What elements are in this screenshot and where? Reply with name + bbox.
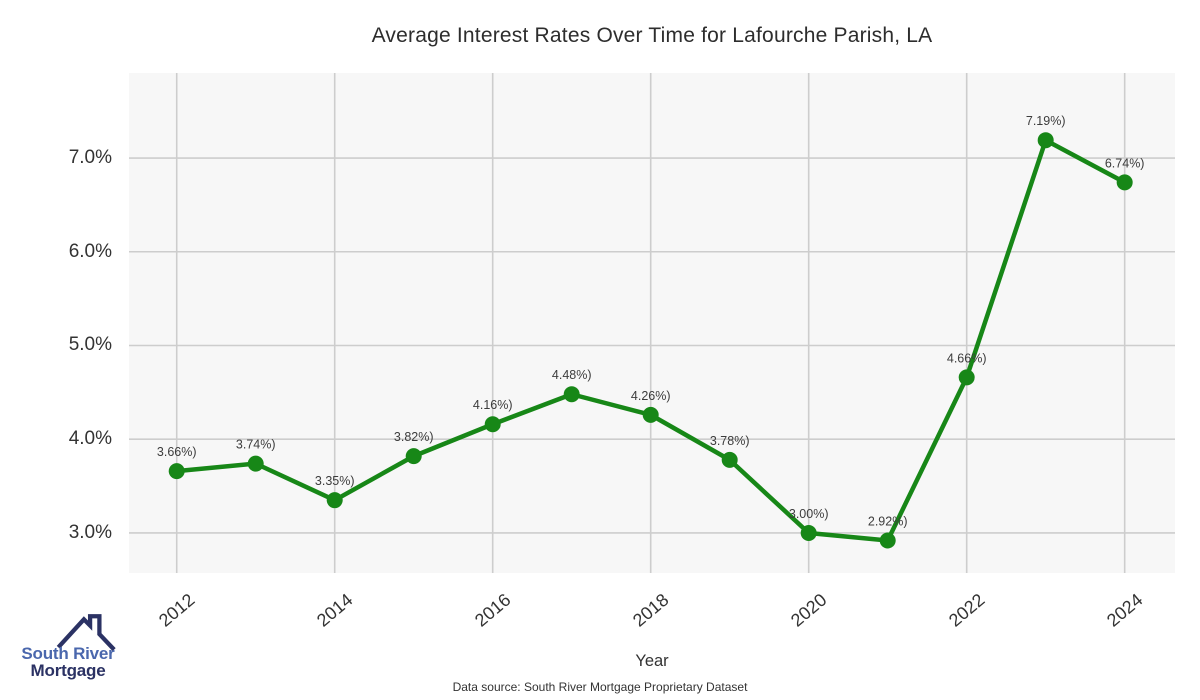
data-source-note: Data source: South River Mortgage Propri… xyxy=(452,680,748,694)
line-chart-canvas: 3.66%) 3.74%) 3.35%) 3.82%) 4.16%) 4.48%) 4.26… xyxy=(129,73,1175,573)
data-point xyxy=(1116,174,1133,191)
house-roof-icon xyxy=(56,614,116,652)
data-point xyxy=(563,386,580,403)
x-tick-label: 2018 xyxy=(628,589,673,631)
data-point-label: 3.82%) xyxy=(394,430,434,444)
x-tick-label: 2012 xyxy=(154,589,199,631)
plot-background xyxy=(129,73,1175,573)
data-point-label: 4.48%) xyxy=(552,368,592,382)
data-point xyxy=(958,369,975,386)
data-point xyxy=(405,448,422,465)
data-point-label: 3.78%) xyxy=(710,434,750,448)
y-tick-label: 6.0% xyxy=(68,240,112,262)
data-point-label: 6.74%) xyxy=(1105,156,1145,170)
x-axis-title: Year xyxy=(635,652,669,670)
data-point xyxy=(1037,132,1054,149)
data-point-label: 3.00%) xyxy=(789,507,829,521)
data-point-label: 3.66%) xyxy=(157,445,197,459)
data-point xyxy=(484,416,501,433)
logo-text-line2: Mortgage xyxy=(30,661,106,680)
y-tick-label: 5.0% xyxy=(68,334,112,356)
data-point xyxy=(879,532,896,549)
x-tick-label: 2024 xyxy=(1102,589,1147,631)
data-point-label: 3.74%) xyxy=(236,438,276,452)
data-point-label: 4.16%) xyxy=(473,398,513,412)
data-point xyxy=(247,455,264,472)
y-tick-label: 4.0% xyxy=(68,428,112,450)
data-point-label: 7.19%) xyxy=(1026,114,1066,128)
y-tick-label: 7.0% xyxy=(68,147,112,169)
y-tick-label: 3.0% xyxy=(68,521,112,543)
plot-area: 3.66%) 3.74%) 3.35%) 3.82%) 4.16%) 4.48%) 4.26… xyxy=(129,73,1175,573)
x-tick-label: 2014 xyxy=(312,589,357,631)
data-point-label: 2.92%) xyxy=(868,514,908,528)
x-tick-label: 2020 xyxy=(786,589,831,631)
data-point-label: 3.35%) xyxy=(315,474,355,488)
logo-text-line1: South River xyxy=(21,644,115,663)
data-point xyxy=(721,451,738,468)
data-point-label: 4.66%) xyxy=(947,351,987,365)
x-tick-label: 2022 xyxy=(944,589,989,631)
data-point xyxy=(642,406,659,423)
data-point xyxy=(800,524,817,541)
x-tick-label: 2016 xyxy=(470,589,515,631)
data-point xyxy=(168,463,185,480)
data-point xyxy=(326,492,343,509)
chart-title: Average Interest Rates Over Time for Laf… xyxy=(371,24,933,47)
data-point-label: 4.26%) xyxy=(631,389,671,403)
